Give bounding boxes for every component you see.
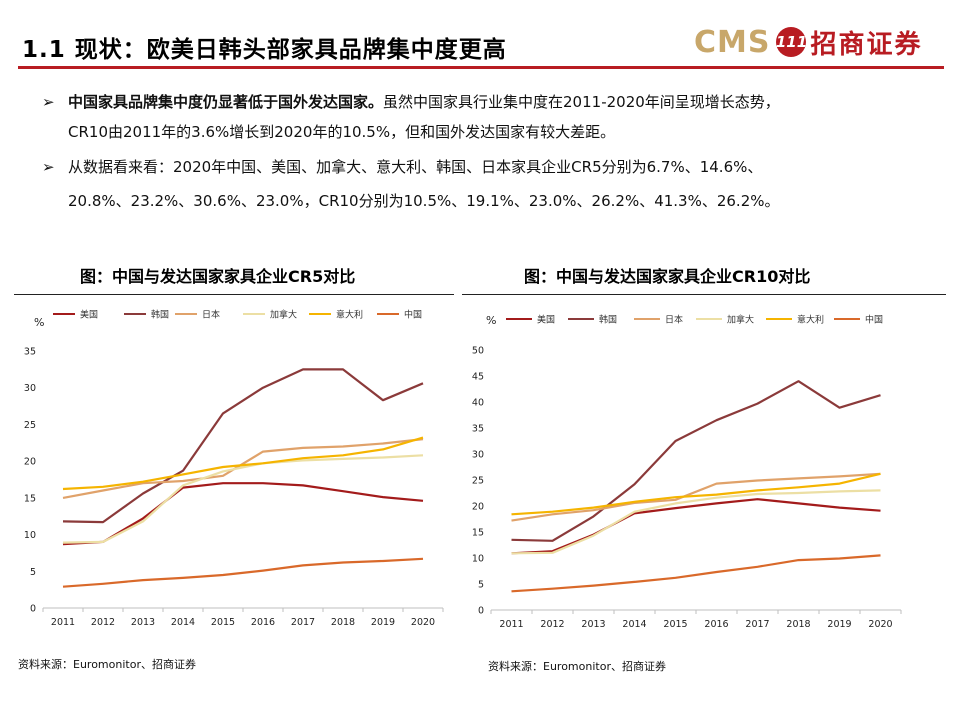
- series-line-日本: [511, 472, 881, 522]
- series-line-美国: [62, 482, 424, 546]
- bullet-2-line-1: 从数据看来看：2020年中国、美国、加拿大、意大利、韩国、日本家具企业CR5分别…: [68, 158, 763, 176]
- y-tick-label: 5: [478, 580, 484, 591]
- y-tick-label: 0: [30, 604, 36, 615]
- series-line-意大利: [62, 436, 424, 491]
- x-tick-label: 2011: [51, 617, 75, 628]
- legend-label: 意大利: [336, 309, 363, 321]
- series-line-日本: [62, 438, 424, 499]
- page-title: 1.1 现状：欧美日韩头部家具品牌集中度更高: [22, 37, 507, 63]
- x-tick-label: 2012: [540, 619, 564, 630]
- y-tick-label: 25: [472, 476, 484, 487]
- x-tick-label: 2018: [786, 619, 810, 630]
- y-tick-label: 20: [472, 502, 484, 513]
- y-tick-label: 10: [24, 530, 36, 541]
- series-line-意大利: [511, 472, 881, 516]
- bullet-1-line-1: 中国家具品牌集中度仍显著低于国外发达国家。虽然中国家具行业集中度在2011-20…: [68, 91, 780, 113]
- y-tick-label: 5: [30, 567, 36, 578]
- y-tick-label: 10: [472, 554, 484, 565]
- legend-label: 中国: [865, 314, 883, 326]
- series-line-加拿大: [62, 454, 424, 544]
- y-tick-label: 35: [472, 424, 484, 435]
- y-tick-label: 15: [472, 528, 484, 539]
- legend-label: 韩国: [599, 314, 617, 326]
- chart-cr5-rule: [14, 294, 454, 295]
- legend-label: 韩国: [151, 309, 169, 321]
- x-tick-label: 2014: [171, 617, 195, 628]
- x-tick-label: 2020: [868, 619, 892, 630]
- chart-cr5-title: 图：中国与发达国家家具企业CR5对比: [80, 267, 356, 286]
- x-tick-label: 2016: [251, 617, 275, 628]
- arrow-bullet-icon: ➢: [42, 93, 55, 111]
- y-tick-label: 35: [24, 347, 36, 358]
- logo-cn-text: 招商证券: [810, 29, 923, 60]
- logo-mark-icon: 111: [776, 27, 807, 57]
- legend-label: 意大利: [797, 314, 824, 326]
- chart-cr10: % 美国 韩国 日本 加拿大 意大利 中国 0 5 10 15 20 25 30 35 40 45 50 2011 2…: [472, 314, 902, 630]
- x-tick-label: 2011: [499, 619, 523, 630]
- chart-cr10-source: 资料来源：Euromonitor、招商证券: [488, 660, 666, 673]
- bullet-1-line-2: CR10由2011年的3.6%增长到2020年的10.5%，但和国外发达国家有较…: [68, 123, 616, 141]
- legend-label: 美国: [80, 309, 98, 321]
- x-tick-label: 2015: [211, 617, 235, 628]
- legend-label: 美国: [537, 314, 555, 326]
- legend-label: 日本: [202, 309, 220, 321]
- x-tick-label: 2018: [331, 617, 355, 628]
- y-tick-label: 25: [24, 420, 36, 431]
- bullet-point-2: ➢ 从数据看来看：2020年中国、美国、加拿大、意大利、韩国、日本家具企业CR5…: [42, 156, 942, 210]
- series-line-美国: [511, 498, 881, 555]
- brand-logo: CMS 111 招商证券: [694, 24, 923, 60]
- series-line-加拿大: [511, 489, 881, 555]
- y-tick-label: 0: [478, 606, 484, 617]
- series-line-中国: [511, 554, 881, 593]
- legend-label: 加拿大: [270, 309, 297, 321]
- y-tick-label: 20: [24, 457, 36, 468]
- y-tick-label: 45: [472, 372, 484, 383]
- series-line-韩国: [511, 380, 881, 542]
- chart-cr5-source: 资料来源：Euromonitor、招商证券: [18, 658, 196, 671]
- y-tick-label: 15: [24, 493, 36, 504]
- series-line-韩国: [62, 368, 424, 524]
- series-line-中国: [62, 557, 424, 588]
- chart-cr10-title: 图：中国与发达国家家具企业CR10对比: [524, 267, 811, 286]
- y-axis-label: %: [486, 314, 496, 327]
- x-tick-label: 2017: [291, 617, 315, 628]
- x-tick-label: 2014: [622, 619, 646, 630]
- y-tick-label: 50: [472, 346, 484, 357]
- bullet-1-text: 虽然中国家具行业集中度在2011-2020年间呈现增长态势，: [383, 93, 780, 111]
- y-tick-label: 30: [24, 383, 36, 394]
- x-tick-label: 2016: [704, 619, 728, 630]
- x-tick-label: 2012: [91, 617, 115, 628]
- legend-label: 中国: [404, 309, 422, 321]
- header-divider: [18, 66, 944, 69]
- arrow-bullet-icon: ➢: [42, 158, 55, 176]
- legend-label: 加拿大: [727, 314, 754, 326]
- x-tick-label: 2019: [371, 617, 395, 628]
- bullet-1-bold: 中国家具品牌集中度仍显著低于国外发达国家。: [68, 93, 384, 111]
- x-tick-label: 2015: [663, 619, 687, 630]
- logo-cms-text: CMS: [694, 24, 771, 60]
- x-tick-label: 2013: [131, 617, 155, 628]
- x-tick-label: 2020: [411, 617, 435, 628]
- bullet-2-line-2: 20.8%、23.2%、30.6%、23.0%，CR10分别为10.5%、19.…: [68, 192, 780, 210]
- chart-cr10-rule: [462, 294, 946, 295]
- legend-label: 日本: [665, 314, 683, 326]
- x-tick-label: 2017: [745, 619, 769, 630]
- y-tick-label: 40: [472, 398, 484, 409]
- chart-cr5: % 美国 韩国 日本 加拿大 意大利 中国 0 5 10 15 20 25 30 35 2011 2012 201…: [24, 309, 444, 628]
- y-axis-label: %: [34, 316, 44, 329]
- y-tick-label: 30: [472, 450, 484, 461]
- x-tick-label: 2019: [827, 619, 851, 630]
- x-tick-label: 2013: [581, 619, 605, 630]
- bullet-point-1: ➢ 中国家具品牌集中度仍显著低于国外发达国家。虽然中国家具行业集中度在2011-…: [42, 91, 942, 141]
